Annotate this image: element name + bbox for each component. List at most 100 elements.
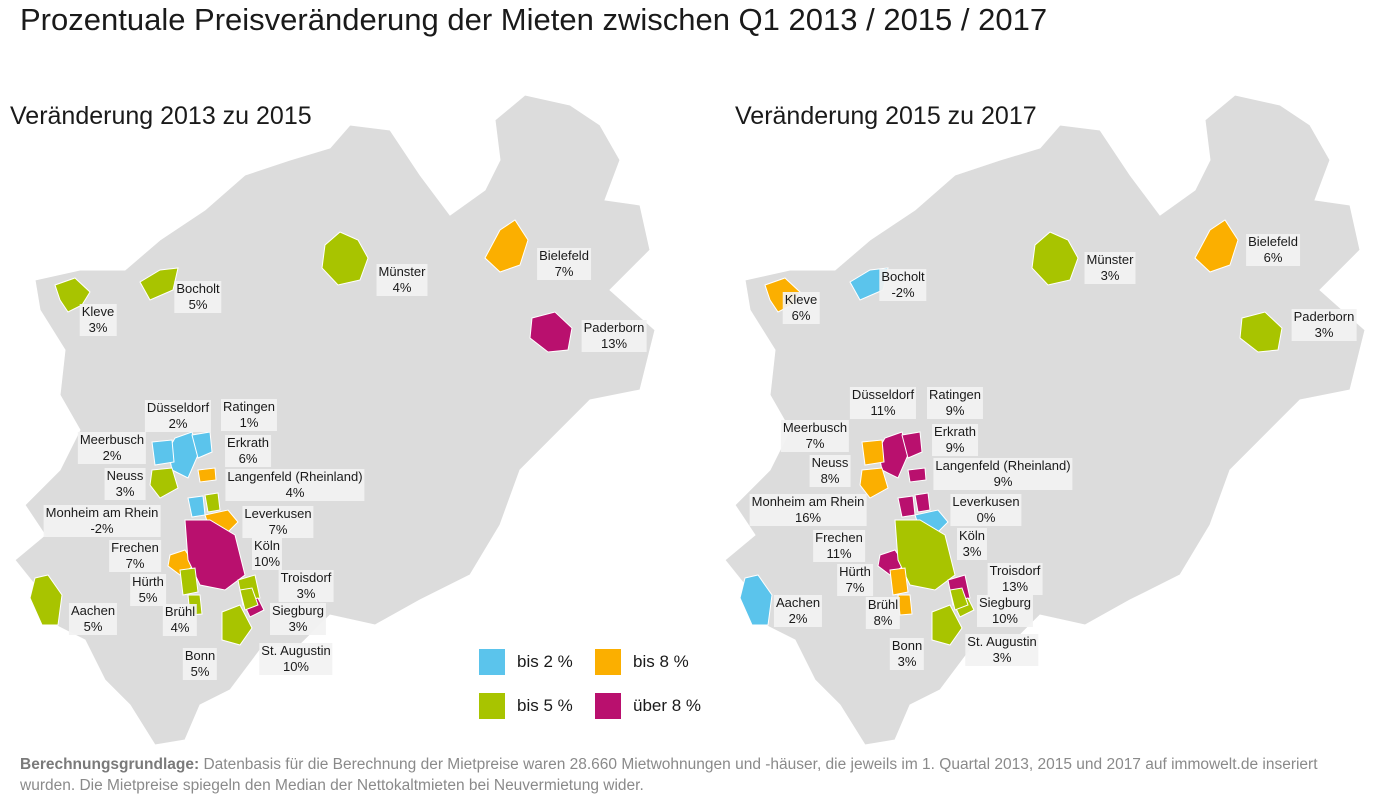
city-label-leverkusen: Leverkusen 7% bbox=[242, 506, 314, 538]
city-label-troisdorf: Troisdorf 3% bbox=[278, 570, 334, 602]
nrw-land-shape bbox=[14, 94, 656, 746]
city-value: 11% bbox=[870, 403, 896, 418]
city-name: Frechen bbox=[111, 540, 159, 555]
city-value: 10% bbox=[253, 554, 281, 569]
legend-label: über 8 % bbox=[633, 696, 702, 715]
city-name: Düsseldorf bbox=[851, 387, 915, 402]
legend-item-bis-2: bis 2 % bbox=[479, 649, 573, 675]
region-neuss bbox=[859, 467, 889, 499]
region-köln bbox=[894, 519, 956, 591]
city-label-bocholt: Bocholt 5% bbox=[174, 281, 222, 313]
city-value: 6% bbox=[1263, 250, 1283, 265]
map-left-subtitle: Veränderung 2013 zu 2015 bbox=[10, 102, 312, 130]
city-label-bocholt: Bocholt -2% bbox=[879, 269, 927, 301]
city-value: 5% bbox=[188, 297, 208, 312]
city-value: 9% bbox=[945, 440, 965, 455]
city-value: 7% bbox=[554, 264, 574, 279]
region-köln bbox=[184, 519, 246, 591]
city-label-ratingen: Ratingen 9% bbox=[926, 387, 984, 419]
city-name: Ratingen bbox=[928, 387, 982, 402]
city-value: 13% bbox=[600, 336, 628, 351]
city-name: Erkrath bbox=[227, 435, 269, 450]
city-name: Leverkusen bbox=[952, 494, 1020, 509]
city-value: -2% bbox=[891, 285, 915, 300]
nrw-outline-left bbox=[14, 94, 656, 746]
city-value: 5% bbox=[190, 664, 210, 679]
region-erkrath bbox=[907, 467, 927, 483]
legend-item-bis-8: bis 8 % bbox=[595, 649, 689, 675]
city-value: 16% bbox=[794, 510, 822, 525]
city-label-monheim-am-rhein: Monheim am Rhein -2% bbox=[43, 505, 161, 537]
city-name: Monheim am Rhein bbox=[45, 505, 159, 520]
city-label-troisdorf: Troisdorf 13% bbox=[987, 563, 1043, 595]
city-name: Hürth bbox=[132, 574, 164, 589]
city-value: 3% bbox=[962, 544, 982, 559]
city-label-paderborn: Paderborn 13% bbox=[581, 320, 647, 352]
city-label-leverkusen: Leverkusen 0% bbox=[950, 494, 1022, 526]
city-label-brühl: Brühl 4% bbox=[162, 604, 198, 636]
city-value: 3% bbox=[296, 586, 316, 601]
city-value: 10% bbox=[282, 659, 310, 674]
city-value: 3% bbox=[1100, 268, 1120, 283]
city-label-köln: Köln 3% bbox=[956, 528, 988, 560]
region-meerbusch bbox=[861, 439, 885, 466]
city-label-frechen: Frechen 7% bbox=[109, 540, 161, 572]
city-label-st-augustin: St. Augustin 10% bbox=[259, 643, 333, 675]
region-ratingen bbox=[191, 431, 213, 459]
city-name: Langenfeld (Rheinland) bbox=[227, 469, 363, 484]
city-name: Bielefeld bbox=[539, 248, 589, 263]
city-value: 3% bbox=[897, 654, 917, 669]
city-label-meerbusch: Meerbusch 7% bbox=[780, 420, 850, 452]
city-name: Brühl bbox=[164, 604, 196, 619]
region-bielefeld bbox=[1194, 219, 1239, 273]
city-name: Aachen bbox=[70, 603, 116, 618]
city-label-düsseldorf: Düsseldorf 2% bbox=[144, 400, 212, 432]
city-name: St. Augustin bbox=[261, 643, 331, 658]
city-value: 7% bbox=[125, 556, 145, 571]
region-hürth bbox=[179, 567, 199, 596]
city-name: Bocholt bbox=[881, 269, 925, 284]
city-value: 4% bbox=[285, 485, 305, 500]
city-value: 3% bbox=[1314, 325, 1334, 340]
page-title: Prozentuale Preisveränderung der Mieten … bbox=[20, 2, 1048, 37]
city-label-köln: Köln 10% bbox=[251, 538, 283, 570]
city-name: Hürth bbox=[839, 564, 871, 579]
city-value: 2% bbox=[102, 448, 122, 463]
city-label-düsseldorf: Düsseldorf 11% bbox=[849, 387, 917, 419]
legend-swatch bbox=[479, 693, 505, 719]
legend-swatch bbox=[479, 649, 505, 675]
region-aachen bbox=[29, 574, 63, 626]
city-value: 3% bbox=[288, 619, 308, 634]
city-label-hürth: Hürth 7% bbox=[837, 564, 873, 596]
city-name: Bocholt bbox=[176, 281, 220, 296]
city-value: 9% bbox=[945, 403, 965, 418]
region-paderborn bbox=[1239, 311, 1283, 353]
legend-item-ueber-8: über 8 % bbox=[595, 693, 701, 719]
city-value: 7% bbox=[268, 522, 288, 537]
city-name: Düsseldorf bbox=[146, 400, 210, 415]
city-name: Meerbusch bbox=[79, 432, 145, 447]
city-label-siegburg: Siegburg 3% bbox=[269, 603, 327, 635]
city-name: Erkrath bbox=[934, 424, 976, 439]
city-value: 8% bbox=[873, 613, 893, 628]
city-name: Bielefeld bbox=[1248, 234, 1298, 249]
legend-label: bis 2 % bbox=[517, 652, 573, 671]
city-label-erkrath: Erkrath 6% bbox=[225, 435, 271, 467]
city-name: Frechen bbox=[815, 530, 863, 545]
city-value: 6% bbox=[791, 308, 811, 323]
city-value: 9% bbox=[993, 474, 1013, 489]
city-label-kleve: Kleve 3% bbox=[79, 304, 117, 336]
footer-note: Berechnungsgrundlage: Datenbasis für die… bbox=[20, 754, 1360, 796]
city-value: 2% bbox=[788, 611, 808, 626]
city-name: Münster bbox=[378, 264, 426, 279]
region-langenfeld-rheinland bbox=[914, 492, 931, 513]
city-label-bielefeld: Bielefeld 7% bbox=[537, 248, 591, 280]
city-name: Monheim am Rhein bbox=[751, 494, 865, 509]
city-value: 4% bbox=[170, 620, 190, 635]
city-regions-right bbox=[739, 219, 1283, 646]
city-value: 11% bbox=[826, 546, 852, 561]
city-name: Köln bbox=[253, 538, 281, 553]
footer-bold: Berechnungsgrundlage: bbox=[20, 756, 200, 773]
city-name: Neuss bbox=[106, 468, 144, 483]
